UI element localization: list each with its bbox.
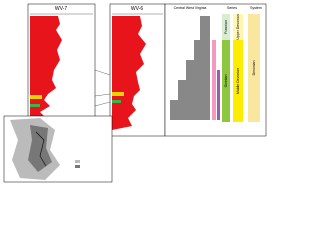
- system-label: Devonian: [252, 61, 256, 76]
- map-region: [28, 125, 52, 172]
- map: [3, 115, 113, 183]
- unit-bar: [212, 40, 216, 120]
- log-zone: [30, 95, 42, 99]
- log-zone: [30, 104, 40, 107]
- series-bar: [233, 40, 243, 122]
- lithology: [170, 16, 210, 120]
- series-label: Upper Devonian: [236, 14, 240, 39]
- log-curve: [30, 16, 62, 130]
- figure: WV-7 WV-6 Central West Virginia Series S…: [3, 3, 267, 183]
- series-bar: [233, 14, 243, 40]
- correlation-line: [94, 93, 111, 97]
- correlation-line: [94, 69, 111, 76]
- column-header: Series: [227, 6, 237, 10]
- stage-label: Frasnian: [224, 20, 228, 34]
- column-header: Central West Virginia: [174, 6, 207, 10]
- log-wv7: WV-7: [27, 3, 96, 137]
- log-zone: [112, 92, 124, 96]
- system-bar: [248, 14, 260, 122]
- log-title: WV-6: [131, 6, 143, 12]
- map-legend: [75, 160, 80, 163]
- column-header: System: [250, 6, 262, 10]
- stage-label: Givetian: [224, 75, 228, 88]
- correlation-line: [94, 101, 111, 107]
- map-legend: [75, 165, 80, 168]
- log-wv6: WV-6: [94, 3, 166, 137]
- map-line: [35, 131, 47, 167]
- log-title: WV-7: [55, 6, 67, 12]
- strat-column: Central West Virginia Series System Fras…: [164, 3, 267, 137]
- log-zone: [112, 100, 121, 103]
- stage-bar: [222, 14, 230, 40]
- stage-bar: [222, 40, 230, 122]
- series-label: Middle Devonian: [236, 68, 240, 94]
- unit-bar: [217, 70, 220, 120]
